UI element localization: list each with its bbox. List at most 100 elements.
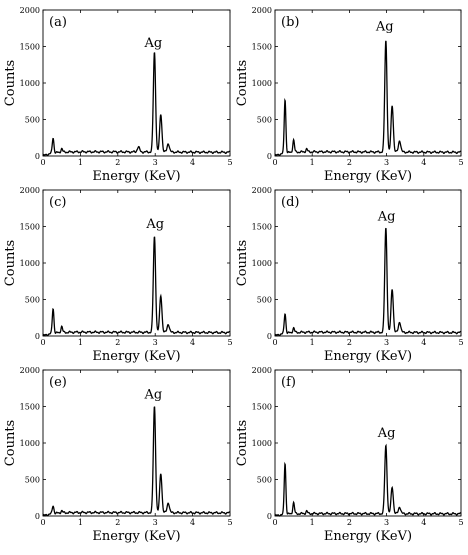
panel-c: 0 1 2 3 4 5 0 500 1000 1500 2000 (c) Ag Energy (KeV) C…: [3, 186, 233, 364]
x-axis-label: Energy (KeV): [324, 349, 412, 364]
y-axis-label: Counts: [235, 60, 250, 106]
y-tick-label: 0: [267, 512, 272, 521]
x-tick-label: 5: [227, 158, 232, 167]
y-tick-label: 500: [25, 296, 40, 305]
plot-frame: [42, 9, 231, 157]
peak-annotation: Ag: [375, 19, 394, 34]
y-axis-label: Counts: [3, 60, 18, 106]
plot-frame: [274, 369, 462, 517]
y-tick-label: 0: [267, 332, 272, 341]
y-tick-label: 500: [25, 476, 40, 485]
x-tick-label: 1: [310, 518, 315, 527]
x-tick-label: 2: [347, 338, 352, 347]
y-tick-label: 1000: [252, 259, 272, 268]
y-tick-label: 2000: [252, 6, 272, 15]
spectrum-line: [42, 236, 231, 337]
y-tick-label: 1000: [252, 79, 272, 88]
y-axis-label: Counts: [3, 240, 18, 286]
y-tick-label: 1500: [252, 223, 272, 232]
spectrum-line: [274, 443, 462, 517]
peak-annotation: Ag: [143, 36, 162, 51]
x-tick-label: 3: [384, 338, 389, 347]
x-tick-label: 4: [190, 338, 195, 347]
y-tick-label: 1000: [20, 79, 40, 88]
x-tick-label: 4: [190, 518, 195, 527]
spectrum-line: [42, 52, 231, 157]
peak-annotation: Ag: [145, 217, 164, 232]
y-tick-label: 1500: [20, 223, 40, 232]
x-tick-label: 0: [272, 158, 277, 167]
y-axis-label: Counts: [235, 240, 250, 286]
x-tick-label: 3: [384, 158, 389, 167]
x-tick-label: 4: [190, 158, 195, 167]
panel-d: 0 1 2 3 4 5 0 500 1000 1500 2000 (d) Ag Energy (KeV) C…: [235, 186, 464, 364]
x-tick-label: 1: [78, 158, 83, 167]
y-tick-label: 2000: [20, 366, 40, 375]
y-tick-label: 500: [25, 116, 40, 125]
x-tick-label: 0: [40, 158, 45, 167]
x-tick-label: 5: [458, 518, 463, 527]
plot-frame: [274, 9, 462, 157]
y-tick-label: 2000: [20, 186, 40, 195]
x-tick-label: 3: [153, 158, 158, 167]
panel-b: 0 1 2 3 4 5 0 500 1000 1500 2000 (b) Ag Energy (KeV) C…: [235, 6, 464, 184]
x-axis-label: Energy (KeV): [92, 529, 180, 544]
panel-label: (c): [49, 195, 66, 210]
x-tick-label: 4: [421, 338, 426, 347]
y-tick-label: 500: [257, 296, 272, 305]
y-tick-label: 1500: [20, 43, 40, 52]
panel-label: (d): [281, 195, 299, 210]
panel-label: (a): [49, 15, 67, 30]
x-tick-label: 0: [40, 518, 45, 527]
panel-a: 0 1 2 3 4 5 0 500 1000 1500 2000 (a) Ag Energy (KeV) C…: [3, 6, 233, 184]
x-tick-label: 5: [458, 158, 463, 167]
x-tick-label: 2: [115, 338, 120, 347]
x-tick-label: 0: [40, 338, 45, 347]
x-tick-label: 0: [272, 338, 277, 347]
x-tick-label: 2: [115, 158, 120, 167]
plot-frame: [42, 369, 231, 517]
panel-label: (e): [49, 375, 67, 390]
peak-annotation: Ag: [143, 387, 162, 402]
x-tick-label: 3: [153, 338, 158, 347]
y-tick-label: 1500: [20, 403, 40, 412]
y-tick-label: 0: [35, 512, 40, 521]
y-tick-label: 500: [257, 476, 272, 485]
y-axis-label: Counts: [235, 420, 250, 466]
spectrum-line: [42, 406, 231, 517]
x-tick-label: 5: [458, 338, 463, 347]
y-tick-label: 2000: [252, 366, 272, 375]
peak-annotation: Ag: [377, 426, 396, 441]
y-axis-label: Counts: [3, 420, 18, 466]
peak-annotation: Ag: [377, 210, 396, 225]
panel-label: (b): [281, 15, 299, 30]
spectrum-line: [274, 227, 462, 337]
x-tick-label: 4: [421, 518, 426, 527]
panel-label: (f): [281, 375, 296, 390]
x-axis-label: Energy (KeV): [92, 349, 180, 364]
y-tick-label: 1500: [252, 403, 272, 412]
y-tick-label: 0: [35, 332, 40, 341]
plot-frame: [274, 189, 462, 337]
x-tick-label: 0: [272, 518, 277, 527]
x-tick-label: 5: [227, 518, 232, 527]
x-tick-label: 2: [347, 518, 352, 527]
panel-e: 0 1 2 3 4 5 0 500 1000 1500 2000 (e) Ag Energy (KeV) C…: [3, 366, 233, 544]
y-tick-label: 1500: [252, 43, 272, 52]
x-tick-label: 1: [310, 338, 315, 347]
spectrum-line: [274, 40, 462, 157]
x-tick-label: 1: [78, 518, 83, 527]
y-tick-label: 1000: [252, 439, 272, 448]
x-tick-label: 2: [115, 518, 120, 527]
x-axis-label: Energy (KeV): [324, 169, 412, 184]
y-tick-label: 2000: [20, 6, 40, 15]
plot-frame: [42, 189, 231, 337]
x-tick-label: 3: [153, 518, 158, 527]
y-tick-label: 2000: [252, 186, 272, 195]
x-tick-label: 2: [347, 158, 352, 167]
x-axis-label: Energy (KeV): [324, 529, 412, 544]
x-tick-label: 5: [227, 338, 232, 347]
y-tick-label: 1000: [20, 259, 40, 268]
